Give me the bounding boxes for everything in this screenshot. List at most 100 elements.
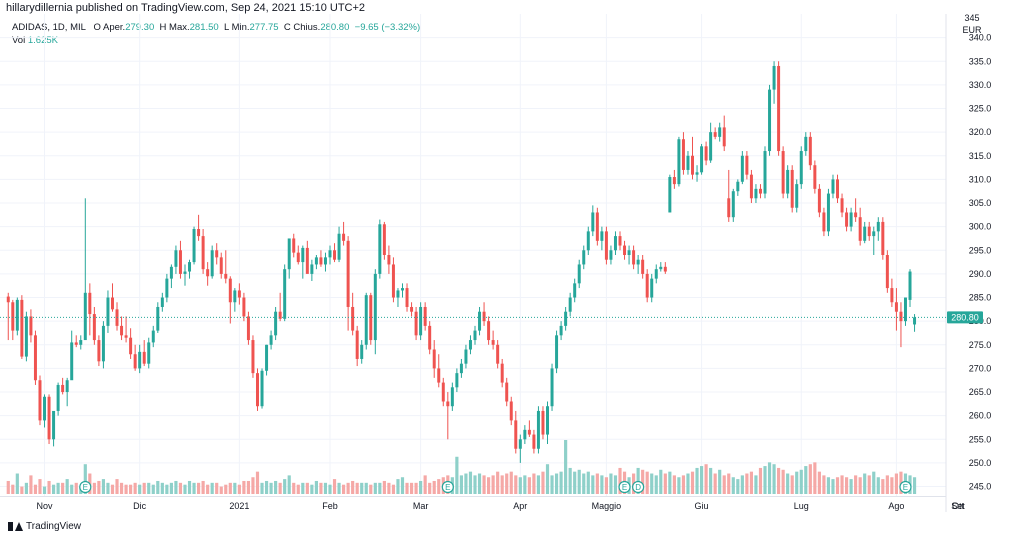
volume-bar	[138, 484, 142, 494]
volume-bar	[795, 471, 799, 494]
candle-body	[840, 198, 844, 213]
volume-bar	[781, 469, 785, 494]
volume-bar	[228, 482, 232, 494]
price-axis[interactable]: 245.0250.0255.0260.0265.0270.0275.0280.0…	[945, 13, 992, 512]
event-marker-label: D	[635, 483, 641, 492]
candle-body	[817, 188, 821, 213]
candle-body	[319, 257, 323, 265]
price-tick-label: 270.0	[969, 363, 992, 373]
candle-body	[559, 325, 563, 336]
volume-bar	[899, 471, 903, 494]
volume-bar	[709, 467, 713, 494]
volume-bar	[147, 482, 151, 494]
price-tick-label: 245.0	[969, 482, 992, 492]
candle-body	[333, 250, 337, 260]
event-marker-label: E	[622, 483, 627, 492]
volume-bar	[142, 482, 146, 494]
volume-bar	[224, 484, 228, 494]
volume-bar	[51, 484, 56, 494]
volume-bar	[115, 479, 119, 494]
volume-bar	[659, 469, 663, 494]
candle-body	[265, 344, 269, 371]
candle-body	[609, 250, 613, 260]
event-marker[interactable]: E	[79, 480, 92, 494]
candle-body	[387, 255, 391, 265]
volume-bar	[70, 484, 74, 494]
price-tick-label: 295.0	[969, 245, 992, 255]
candle-body	[709, 132, 713, 161]
volume-bar	[278, 482, 282, 494]
event-marker[interactable]: D	[632, 480, 645, 494]
volume-bar	[119, 482, 124, 494]
volume-bar	[527, 477, 531, 494]
volume-bar	[56, 482, 60, 494]
candle-body	[287, 238, 291, 270]
volume-bar	[464, 473, 468, 494]
candle-body	[110, 297, 114, 310]
volume-bar	[817, 471, 821, 494]
candle-body	[6, 296, 10, 303]
candle-body	[133, 354, 137, 369]
event-marker-circle	[632, 480, 645, 494]
price-tick-label: 330.0	[969, 80, 992, 90]
candle-body	[491, 340, 495, 345]
volume-bar	[804, 466, 808, 494]
candle-body	[555, 335, 559, 369]
candle-body	[500, 363, 504, 383]
volume-bar	[319, 482, 323, 494]
price-tick-label: 290.0	[969, 269, 992, 279]
candle-body	[731, 191, 735, 218]
event-marker-circle	[79, 480, 92, 494]
volume-bar	[83, 464, 87, 494]
candle-body	[745, 155, 749, 175]
volume-bar	[668, 471, 672, 494]
volume-bar	[568, 467, 572, 494]
volume-bar	[382, 480, 386, 494]
volume-bar	[328, 484, 332, 494]
event-marker[interactable]: E	[899, 480, 912, 494]
volume-bar	[591, 475, 595, 494]
volume-bar	[468, 471, 473, 494]
tradingview-logo[interactable]: TradingView	[8, 521, 81, 532]
candle-body	[47, 396, 51, 440]
volume-bar	[97, 480, 101, 494]
volume-bar	[831, 479, 835, 494]
candle-body	[623, 245, 627, 255]
candle-body	[654, 269, 658, 279]
candle-body	[663, 266, 667, 272]
volume-bar	[477, 473, 482, 494]
candle-body	[754, 188, 758, 199]
volume-bar	[577, 469, 581, 494]
candle-body	[527, 429, 531, 435]
volume-bar	[713, 473, 717, 494]
symbol-label: ADIDAS, 1D, MIL	[12, 22, 86, 33]
volume-bar	[609, 473, 613, 494]
volume-bar	[29, 475, 33, 494]
volume-bar	[237, 484, 241, 494]
volume-bar	[432, 480, 436, 494]
candle-body	[790, 169, 794, 208]
candle-body	[446, 401, 450, 407]
price-tick-label: 325.0	[969, 104, 992, 114]
candle-body	[863, 226, 867, 241]
candle-body	[283, 269, 287, 319]
candle-body	[468, 340, 472, 350]
volume-bar	[6, 480, 10, 494]
candle-body	[274, 311, 278, 336]
price-tick-label: 340.0	[969, 33, 992, 43]
volume-bar	[38, 479, 42, 494]
volume-bar	[690, 471, 695, 494]
candle-body	[786, 169, 790, 194]
candle-body	[695, 172, 699, 175]
volume-bar	[808, 464, 812, 494]
low-value: 277.75	[249, 22, 279, 33]
event-marker[interactable]: E	[618, 480, 631, 494]
volume-bar	[269, 482, 273, 494]
candle-body	[736, 181, 740, 192]
event-marker[interactable]: E	[441, 480, 454, 494]
volume-bar	[301, 482, 305, 494]
volume-bar	[532, 473, 536, 494]
candle-body	[129, 337, 133, 355]
